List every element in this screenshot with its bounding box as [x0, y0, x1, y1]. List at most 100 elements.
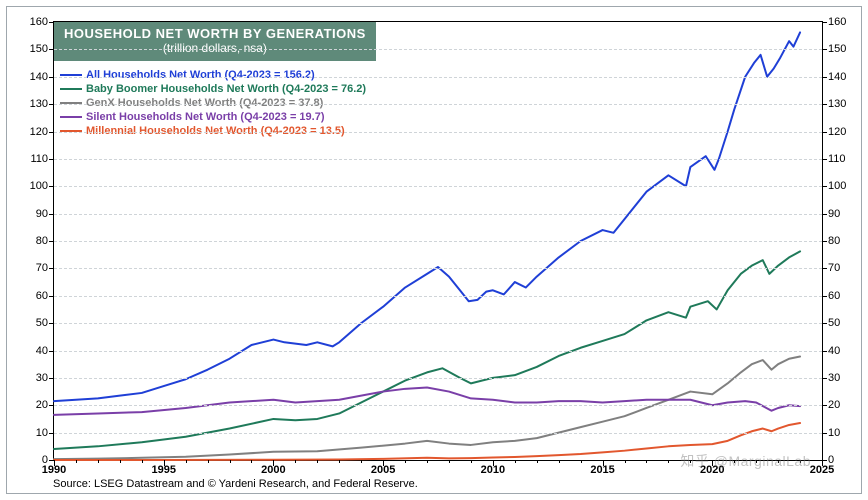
ytick-label-right: 30: [828, 372, 858, 384]
xtick-mark: [515, 460, 516, 463]
ytick-mark: [822, 378, 827, 379]
ytick-label-left: 80: [18, 235, 48, 247]
ytick-mark: [822, 296, 827, 297]
xtick-mark: [251, 460, 252, 463]
ytick-mark: [822, 405, 827, 406]
ytick-mark: [49, 241, 54, 242]
xtick-mark: [734, 460, 735, 463]
xtick-mark: [449, 460, 450, 463]
xtick-label: 2000: [261, 464, 285, 476]
gridline: [54, 186, 822, 187]
xtick-mark: [295, 460, 296, 463]
series-all: [54, 32, 800, 401]
xtick-mark: [581, 460, 582, 463]
gridline: [54, 405, 822, 406]
gridline: [54, 104, 822, 105]
ytick-mark: [49, 351, 54, 352]
gridline: [54, 241, 822, 242]
gridline: [54, 159, 822, 160]
gridline: [54, 351, 822, 352]
ytick-mark: [49, 405, 54, 406]
ytick-mark: [822, 241, 827, 242]
xtick-label: 2025: [810, 464, 834, 476]
ytick-label-left: 20: [18, 399, 48, 411]
xtick-mark: [317, 460, 318, 463]
xtick-mark: [339, 460, 340, 463]
ytick-mark: [49, 296, 54, 297]
ytick-mark: [822, 186, 827, 187]
xtick-mark: [690, 460, 691, 463]
ytick-label-left: 50: [18, 317, 48, 329]
xtick-label: 1995: [151, 464, 175, 476]
xtick-mark: [98, 460, 99, 463]
gridline: [54, 433, 822, 434]
ytick-mark: [49, 104, 54, 105]
ytick-mark: [822, 49, 827, 50]
ytick-mark: [822, 214, 827, 215]
gridline: [54, 323, 822, 324]
ytick-mark: [49, 433, 54, 434]
xtick-mark: [471, 460, 472, 463]
xtick-mark: [405, 460, 406, 463]
xtick-mark: [230, 460, 231, 463]
xtick-mark: [559, 460, 560, 463]
ytick-label-right: 150: [828, 43, 858, 55]
xtick-mark: [142, 460, 143, 463]
gridline: [54, 296, 822, 297]
gridline: [54, 77, 822, 78]
ytick-label-right: 50: [828, 317, 858, 329]
ytick-label-left: 30: [18, 372, 48, 384]
ytick-label-right: 40: [828, 345, 858, 357]
source-text: Source: LSEG Datastream and © Yardeni Re…: [53, 478, 418, 490]
ytick-label-right: 140: [828, 71, 858, 83]
ytick-label-right: 110: [828, 153, 858, 165]
ytick-mark: [49, 214, 54, 215]
ytick-label-left: 60: [18, 290, 48, 302]
ytick-mark: [822, 351, 827, 352]
ytick-label-right: 160: [828, 16, 858, 28]
gridline: [54, 49, 822, 50]
ytick-label-left: 10: [18, 427, 48, 439]
ytick-label-left: 40: [18, 345, 48, 357]
xtick-mark: [186, 460, 187, 463]
ytick-label-left: 150: [18, 43, 48, 55]
ytick-label-right: 130: [828, 98, 858, 110]
xtick-mark: [537, 460, 538, 463]
ytick-label-right: 100: [828, 180, 858, 192]
xtick-mark: [208, 460, 209, 463]
xtick-mark: [361, 460, 362, 463]
xtick-mark: [625, 460, 626, 463]
xtick-label: 2015: [590, 464, 614, 476]
xtick-mark: [756, 460, 757, 463]
xtick-label: 2020: [700, 464, 724, 476]
ytick-mark: [822, 159, 827, 160]
chart-outer-frame: HOUSEHOLD NET WORTH BY GENERATIONS (tril…: [6, 6, 862, 494]
ytick-label-left: 160: [18, 16, 48, 28]
gridline: [54, 268, 822, 269]
ytick-label-right: 10: [828, 427, 858, 439]
ytick-mark: [822, 22, 827, 23]
ytick-label-right: 20: [828, 399, 858, 411]
xtick-label: 2005: [371, 464, 395, 476]
ytick-mark: [822, 132, 827, 133]
ytick-mark: [49, 22, 54, 23]
xtick-mark: [668, 460, 669, 463]
gridline: [54, 132, 822, 133]
ytick-label-left: 70: [18, 262, 48, 274]
gridline: [54, 378, 822, 379]
xtick-label: 2010: [481, 464, 505, 476]
ytick-label-right: 80: [828, 235, 858, 247]
ytick-mark: [49, 323, 54, 324]
xtick-mark: [778, 460, 779, 463]
ytick-mark: [49, 378, 54, 379]
xtick-mark: [120, 460, 121, 463]
ytick-mark: [49, 159, 54, 160]
xtick-mark: [800, 460, 801, 463]
ytick-mark: [822, 77, 827, 78]
ytick-label-left: 140: [18, 71, 48, 83]
ytick-label-right: 70: [828, 262, 858, 274]
ytick-label-left: 100: [18, 180, 48, 192]
xtick-mark: [76, 460, 77, 463]
ytick-label-left: 130: [18, 98, 48, 110]
ytick-label-right: 120: [828, 126, 858, 138]
